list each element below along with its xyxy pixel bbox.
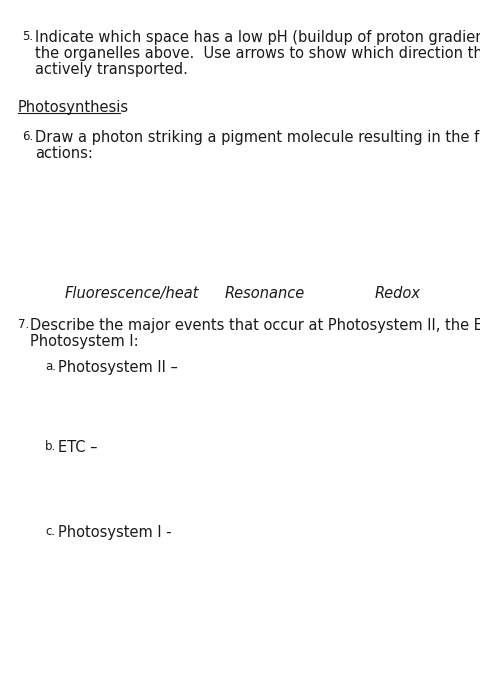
Text: 6.: 6. [22,130,33,143]
Text: Draw a photon striking a pigment molecule resulting in the following: Draw a photon striking a pigment molecul… [35,130,480,145]
Text: Resonance: Resonance [225,286,305,301]
Text: c.: c. [45,525,55,538]
Text: 5.: 5. [22,30,33,43]
Text: Photosystem I -: Photosystem I - [58,525,172,540]
Text: Indicate which space has a low pH (buildup of proton gradient) in each of: Indicate which space has a low pH (build… [35,30,480,45]
Text: Redox: Redox [375,286,421,301]
Text: Photosystem II –: Photosystem II – [58,360,178,375]
Text: Photosystem I:: Photosystem I: [30,334,139,349]
Text: actions:: actions: [35,146,93,161]
Text: Photosynthesis: Photosynthesis [18,100,129,115]
Text: the organelles above.  Use arrows to show which direction the protons are: the organelles above. Use arrows to show… [35,46,480,61]
Text: b.: b. [45,440,56,453]
Text: Fluorescence/heat: Fluorescence/heat [65,286,200,301]
Text: 7.: 7. [18,318,29,331]
Text: ETC –: ETC – [58,440,97,455]
Text: actively transported.: actively transported. [35,62,188,77]
Text: Describe the major events that occur at Photosystem II, the ETC, and: Describe the major events that occur at … [30,318,480,333]
Text: a.: a. [45,360,56,373]
